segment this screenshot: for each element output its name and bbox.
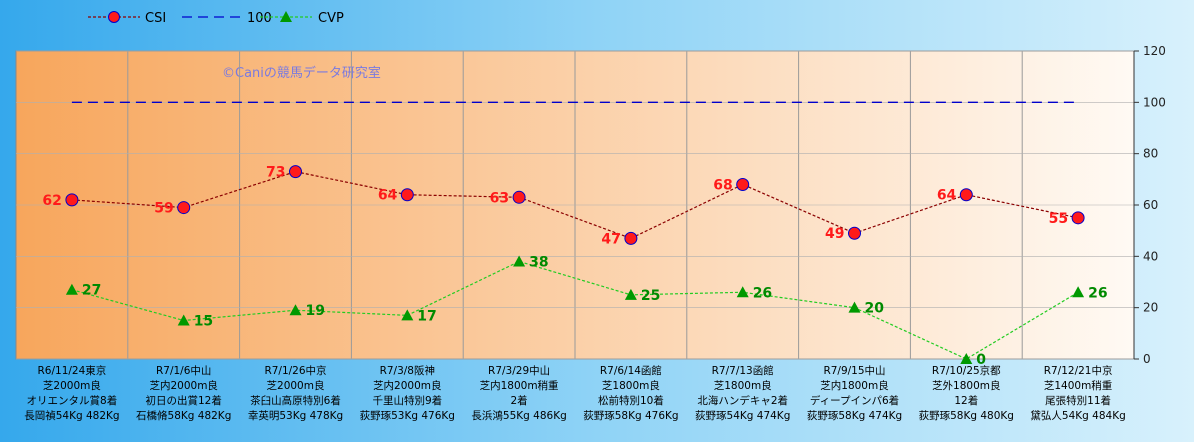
- x-category-label: 千里山特別9着: [372, 394, 442, 407]
- x-category-label: 荻野琢58Kg 476Kg: [583, 410, 678, 422]
- cvp-point: [848, 301, 861, 313]
- csi-data-label: 62: [42, 193, 61, 209]
- legend-cvp-marker: [280, 11, 292, 22]
- x-category-label: オリエンタル賞8着: [27, 394, 118, 407]
- x-category-label: 荻野琢53Kg 476Kg: [360, 410, 455, 422]
- cvp-data-label: 26: [1088, 285, 1107, 301]
- x-category-label: 芝2000m良: [43, 379, 101, 392]
- x-category-label: 長浜鴻55Kg 486Kg: [471, 409, 566, 422]
- csi-data-label: 73: [266, 165, 285, 181]
- csi-point: [624, 231, 638, 245]
- cvp-point: [960, 353, 973, 364]
- x-category-label: R7/12/21中京: [1044, 364, 1113, 377]
- cvp-data-label: 25: [641, 288, 660, 304]
- csi-data-label: 55: [1049, 211, 1068, 227]
- x-category-label: 黛弘人54Kg 484Kg: [1030, 409, 1125, 422]
- x-category-label: 石橋脩58Kg 482Kg: [136, 409, 231, 422]
- x-category-label: R7/7/13函館: [712, 364, 774, 377]
- cvp-point: [624, 288, 637, 300]
- x-category-label: 2着: [511, 394, 528, 407]
- csi-point: [289, 165, 302, 179]
- y-tick-label: 80: [1143, 147, 1158, 161]
- x-category-label: 初日の出賞12着: [146, 394, 222, 407]
- legend-csi-marker: [108, 11, 120, 23]
- watermark-text: ©Caniの競馬データ研究室: [222, 65, 381, 81]
- y-tick-label: 40: [1143, 249, 1158, 263]
- x-category-label: 松前特別10着: [598, 394, 664, 407]
- x-category-label: R7/9/15中山: [823, 364, 885, 377]
- x-category-label: 荻野琢58Kg 474Kg: [807, 410, 902, 422]
- csi-data-label: 64: [937, 188, 957, 204]
- csi-data-label: 63: [490, 190, 509, 206]
- x-category-label: ディープインパ6着: [810, 394, 899, 407]
- x-category-label: R6/11/24東京: [38, 364, 107, 377]
- cvp-data-label: 26: [753, 285, 772, 301]
- cvp-point: [65, 283, 78, 295]
- csi-point: [1071, 211, 1085, 225]
- csi-point: [512, 190, 526, 204]
- csi-data-label: 64: [378, 188, 398, 204]
- x-category-label: 芝内2000m良: [373, 379, 441, 392]
- x-category-label: 12着: [954, 394, 978, 407]
- cvp-data-label: 19: [306, 303, 325, 319]
- y-tick-label: 60: [1143, 198, 1158, 212]
- x-category-label: 茶臼山高原特別6着: [250, 394, 341, 407]
- cvp-point: [289, 304, 302, 316]
- csi-point: [177, 201, 191, 215]
- y-tick-label: 120: [1143, 44, 1166, 58]
- csi-point: [400, 188, 414, 202]
- x-category-label: 北海ハンデキャ2着: [697, 394, 788, 407]
- y-tick-label: 20: [1143, 301, 1158, 315]
- cvp-point: [513, 255, 526, 267]
- x-category-label: R7/1/26中京: [264, 364, 326, 377]
- legend-cvp-label: CVP: [318, 11, 344, 26]
- x-category-label: 芝外1800m良: [932, 379, 1000, 392]
- csi-data-label: 68: [713, 177, 732, 193]
- x-category-label: R7/3/29中山: [488, 364, 550, 377]
- csi-data-label: 47: [601, 231, 620, 247]
- cvp-point: [177, 314, 190, 326]
- csi-point: [736, 177, 750, 191]
- x-category-label: 芝内2000m良: [149, 379, 217, 392]
- cvp-data-label: 15: [194, 314, 213, 330]
- x-category-label: 芝1800m良: [602, 379, 660, 392]
- x-category-label: 芝内1800m良: [820, 379, 888, 392]
- y-tick-label: 100: [1143, 95, 1166, 109]
- cvp-point: [401, 309, 414, 321]
- x-category-label: R7/3/8阪神: [380, 364, 435, 377]
- csi-point: [848, 226, 861, 240]
- legend-csi-label: CSI: [145, 11, 166, 26]
- x-category-label: 芝2000m良: [267, 379, 325, 392]
- cvp-point: [1072, 286, 1085, 298]
- legend-100-label: 100: [247, 11, 272, 26]
- cvp-data-label: 20: [865, 301, 885, 317]
- x-category-label: 長岡禎54Kg 482Kg: [24, 409, 119, 422]
- cvp-data-label: 17: [417, 308, 436, 324]
- x-category-label: R7/10/25京都: [932, 364, 1001, 377]
- cvp-data-label: 38: [529, 254, 548, 270]
- csi-point: [959, 188, 973, 202]
- csi-data-label: 49: [825, 226, 844, 242]
- x-category-label: 芝内1800m稍重: [480, 379, 559, 392]
- x-category-label: 荻野琢54Kg 474Kg: [695, 410, 790, 422]
- cvp-data-label: 0: [976, 352, 986, 368]
- x-category-label: 尾張特別11着: [1045, 394, 1111, 407]
- y-tick-label: 0: [1143, 352, 1151, 366]
- cvp-data-label: 27: [82, 283, 101, 299]
- csi-data-label: 59: [154, 201, 173, 217]
- series-cvp-line: [71, 260, 1079, 360]
- cvp-point: [736, 286, 749, 298]
- x-category-label: 芝1800m良: [714, 379, 772, 392]
- x-category-label: 幸英明53Kg 478Kg: [248, 409, 343, 422]
- x-category-label: R7/6/14函館: [600, 364, 662, 377]
- csi-point: [65, 193, 79, 207]
- x-category-label: R7/1/6中山: [156, 364, 211, 377]
- x-category-label: 芝1400m稍重: [1044, 379, 1112, 392]
- x-category-label: 荻野琢58Kg 480Kg: [919, 410, 1014, 422]
- series-csi-line: [71, 171, 1079, 240]
- legend: CSI 100 CVP: [88, 11, 344, 26]
